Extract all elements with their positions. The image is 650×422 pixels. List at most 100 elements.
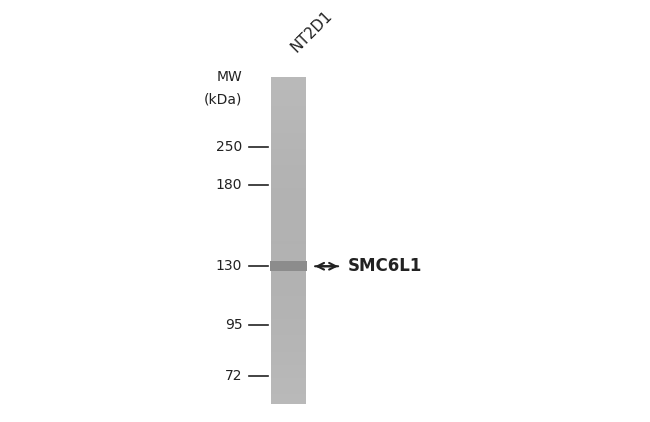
Bar: [271, 126, 306, 130]
Bar: [271, 283, 306, 287]
Bar: [271, 80, 306, 84]
Bar: [271, 162, 306, 166]
Bar: [271, 211, 306, 215]
Bar: [271, 97, 306, 100]
Bar: [271, 365, 306, 368]
Bar: [271, 77, 306, 81]
Bar: [271, 368, 306, 372]
Bar: [271, 106, 306, 110]
Text: NT2D1: NT2D1: [289, 8, 335, 55]
Bar: [271, 303, 306, 306]
Bar: [271, 156, 306, 159]
Bar: [271, 309, 306, 313]
Bar: [271, 218, 306, 221]
Bar: [271, 93, 306, 97]
Bar: [271, 182, 306, 185]
Bar: [271, 214, 306, 218]
Text: 95: 95: [225, 318, 242, 332]
Bar: [271, 250, 306, 254]
Bar: [271, 139, 306, 143]
Bar: [271, 103, 306, 107]
Bar: [271, 398, 306, 401]
Bar: [271, 273, 306, 277]
Bar: [271, 165, 306, 169]
Bar: [271, 335, 306, 339]
Bar: [271, 237, 306, 241]
Bar: [271, 388, 306, 391]
Bar: [271, 358, 306, 362]
Bar: [271, 152, 306, 156]
Bar: [271, 113, 306, 116]
Bar: [271, 378, 306, 381]
Bar: [271, 312, 306, 316]
Bar: [271, 319, 306, 323]
Bar: [271, 244, 306, 247]
Bar: [271, 100, 306, 103]
Bar: [271, 316, 306, 319]
Bar: [271, 267, 306, 271]
Text: 180: 180: [216, 179, 242, 192]
Bar: [271, 90, 306, 94]
Bar: [271, 77, 306, 404]
Bar: [271, 179, 306, 182]
Bar: [271, 401, 306, 404]
Bar: [271, 293, 306, 297]
Bar: [271, 257, 306, 260]
Bar: [271, 192, 306, 195]
Bar: [271, 375, 306, 378]
Bar: [271, 342, 306, 346]
Bar: [270, 261, 307, 271]
Bar: [271, 231, 306, 234]
Bar: [271, 159, 306, 162]
Text: 72: 72: [225, 370, 242, 384]
Text: 130: 130: [216, 259, 242, 273]
Bar: [271, 322, 306, 326]
Bar: [271, 247, 306, 251]
Bar: [271, 146, 306, 149]
Bar: [271, 299, 306, 303]
Text: SMC6L1: SMC6L1: [347, 257, 422, 275]
Bar: [271, 133, 306, 136]
Bar: [271, 329, 306, 333]
Bar: [271, 391, 306, 395]
Bar: [271, 394, 306, 398]
Bar: [271, 208, 306, 211]
Bar: [271, 175, 306, 179]
Bar: [271, 296, 306, 300]
Bar: [271, 241, 306, 244]
Bar: [271, 371, 306, 375]
Bar: [271, 355, 306, 359]
Bar: [271, 205, 306, 208]
Text: (kDa): (kDa): [204, 92, 242, 106]
Bar: [271, 221, 306, 225]
Bar: [271, 254, 306, 257]
Text: 250: 250: [216, 140, 242, 154]
Bar: [271, 188, 306, 192]
Bar: [271, 136, 306, 140]
Bar: [271, 116, 306, 120]
Bar: [271, 286, 306, 290]
Bar: [271, 280, 306, 284]
Bar: [271, 306, 306, 310]
Bar: [271, 260, 306, 264]
Bar: [271, 87, 306, 90]
Bar: [271, 224, 306, 228]
Bar: [271, 110, 306, 114]
Bar: [271, 349, 306, 352]
Bar: [271, 234, 306, 238]
Bar: [271, 332, 306, 336]
Bar: [271, 338, 306, 342]
Bar: [271, 149, 306, 153]
Bar: [271, 227, 306, 231]
Bar: [271, 384, 306, 388]
Bar: [271, 195, 306, 198]
Bar: [271, 201, 306, 205]
Bar: [271, 84, 306, 87]
Bar: [271, 381, 306, 385]
Bar: [271, 289, 306, 293]
Bar: [271, 352, 306, 355]
Bar: [271, 198, 306, 202]
Bar: [271, 325, 306, 329]
Bar: [271, 172, 306, 176]
Bar: [271, 169, 306, 172]
